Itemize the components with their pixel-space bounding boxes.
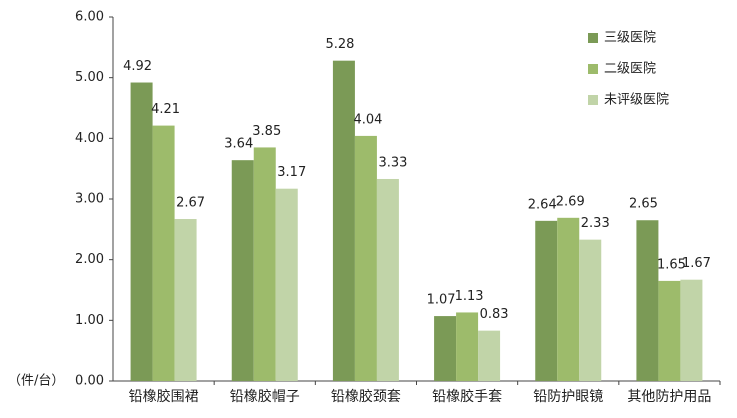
bar: [174, 219, 197, 381]
data-label: 2.69: [556, 194, 585, 209]
data-label: 3.64: [224, 137, 253, 152]
bar: [376, 178, 399, 381]
data-label: 1.07: [427, 293, 456, 308]
data-label: 2.64: [528, 197, 557, 212]
y-tick-label: 3.00: [75, 192, 104, 207]
y-tick-label: 1.00: [75, 313, 104, 328]
x-tick-label: 铅橡胶围裙: [129, 388, 199, 405]
bar: [434, 316, 457, 381]
bar: [557, 217, 580, 381]
x-tick-label: 铅防护眼镜: [533, 389, 603, 405]
data-label: 2.33: [581, 216, 610, 231]
bar: [456, 312, 479, 381]
y-tick-label: 4.00: [75, 131, 104, 146]
bar: [152, 125, 175, 382]
y-tick-label: 0.00: [75, 374, 104, 389]
legend-swatch: [588, 64, 598, 74]
y-axis-label: （件/台）: [8, 374, 64, 389]
legend-swatch: [588, 95, 598, 105]
data-label: 4.92: [123, 59, 152, 74]
data-label: 4.04: [353, 112, 382, 127]
bar: [253, 147, 276, 381]
legend-label: 三级医院: [604, 31, 656, 46]
x-tick-label: 铅橡胶手套: [432, 388, 502, 405]
bar: [658, 280, 681, 381]
data-label: 0.83: [480, 307, 509, 322]
bar: [275, 188, 298, 381]
legend-label: 未评级医院: [604, 93, 669, 108]
x-tick-label: 其他防护用品: [627, 389, 711, 405]
data-label: 2.65: [629, 197, 658, 212]
bar: [579, 239, 602, 381]
bar: [332, 60, 355, 382]
bar: [354, 135, 377, 381]
bar: [680, 279, 703, 381]
data-label: 1.65: [657, 257, 686, 272]
legend-label: 二级医院: [604, 62, 656, 77]
bar: [130, 82, 153, 382]
x-tick-label: 铅橡胶颈套: [331, 388, 401, 405]
data-label: 3.85: [252, 124, 281, 139]
legend-swatch: [588, 33, 598, 43]
data-label: 1.67: [682, 256, 711, 271]
data-label: 4.21: [151, 102, 180, 117]
data-label: 3.17: [277, 165, 306, 180]
bar: [535, 220, 558, 381]
data-label: 2.67: [176, 196, 205, 211]
bar: [231, 160, 254, 381]
bar: [636, 220, 659, 381]
y-tick-label: 2.00: [75, 252, 104, 267]
bar: [478, 330, 501, 381]
x-tick-label: 铅橡胶帽子: [230, 388, 300, 405]
y-tick-label: 5.00: [75, 70, 104, 85]
data-label: 3.33: [378, 155, 407, 170]
y-tick-label: 6.00: [75, 10, 104, 25]
data-label: 5.28: [325, 37, 354, 52]
data-label: 1.13: [455, 289, 484, 304]
